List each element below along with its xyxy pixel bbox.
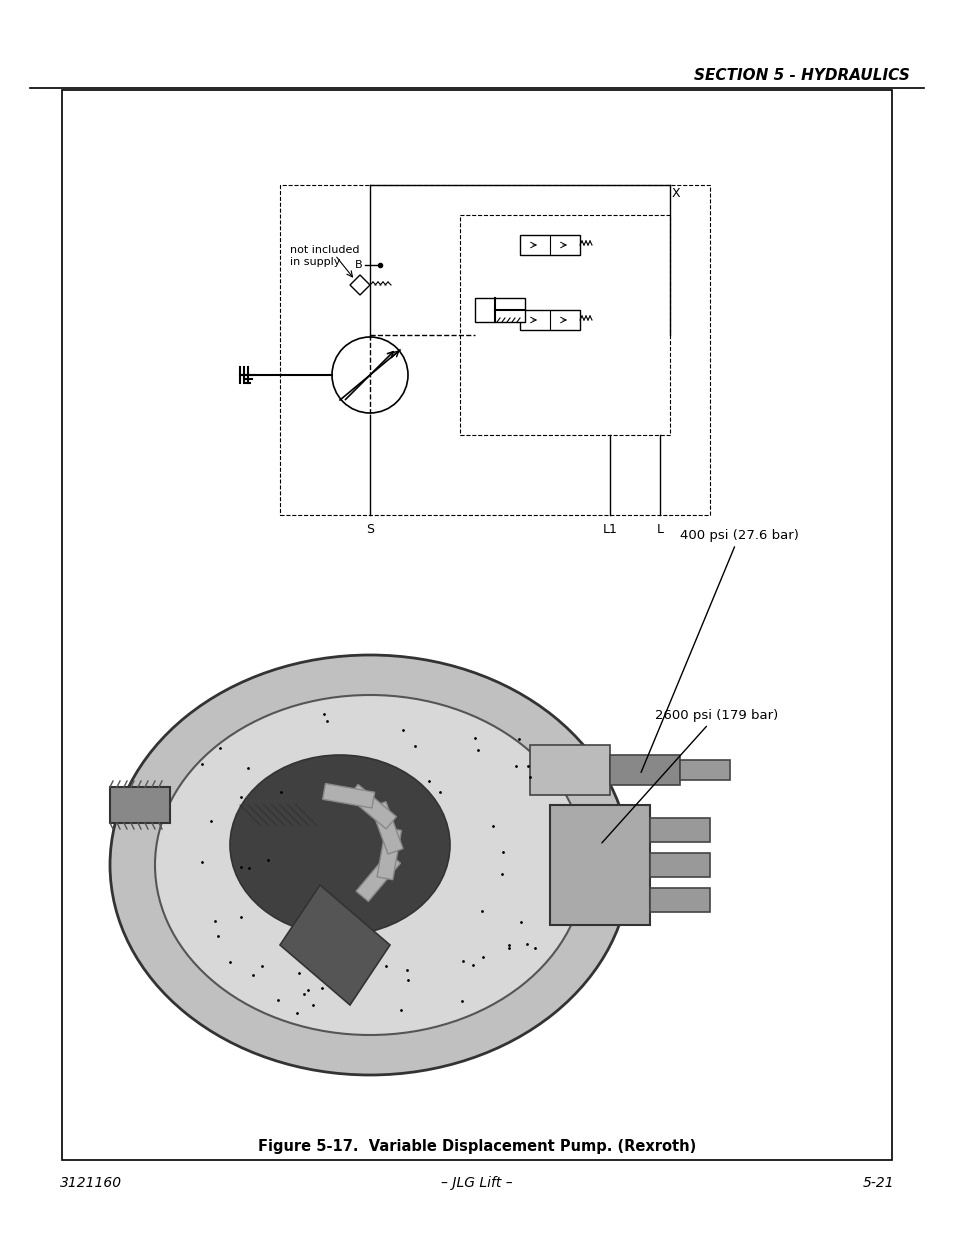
Bar <box>475 298 524 322</box>
Circle shape <box>332 337 408 412</box>
Bar <box>649 818 709 842</box>
Bar <box>609 755 679 785</box>
Bar <box>649 853 709 877</box>
Bar <box>371 802 402 855</box>
Text: 3121160: 3121160 <box>60 1176 122 1191</box>
Text: L: L <box>656 522 662 536</box>
Bar <box>355 853 400 902</box>
Ellipse shape <box>110 655 629 1074</box>
Text: L1: L1 <box>602 522 617 536</box>
Polygon shape <box>280 885 390 1005</box>
Ellipse shape <box>230 755 450 935</box>
Text: Figure 5-17.  Variable Displacement Pump. (Rexroth): Figure 5-17. Variable Displacement Pump.… <box>257 1140 696 1155</box>
Bar <box>280 185 709 515</box>
Text: X: X <box>671 186 679 200</box>
Bar <box>459 215 669 435</box>
Polygon shape <box>350 275 370 295</box>
Text: S: S <box>366 522 374 536</box>
Text: 5-21: 5-21 <box>862 1176 893 1191</box>
Bar <box>322 783 375 808</box>
Bar <box>550 805 649 925</box>
Bar <box>62 90 891 1160</box>
Bar <box>110 787 170 823</box>
Bar <box>530 745 609 795</box>
Text: – JLG Lift –: – JLG Lift – <box>440 1176 513 1191</box>
Ellipse shape <box>154 695 584 1035</box>
Text: 400 psi (27.6 bar): 400 psi (27.6 bar) <box>640 529 798 772</box>
Bar <box>679 760 729 781</box>
Bar <box>348 784 396 829</box>
Bar <box>376 827 401 879</box>
Text: 2600 psi (179 bar): 2600 psi (179 bar) <box>601 709 778 844</box>
Bar <box>519 310 579 330</box>
Text: B: B <box>355 261 363 270</box>
Bar <box>519 235 579 254</box>
Bar <box>649 888 709 911</box>
Text: not included
in supply: not included in supply <box>290 245 359 267</box>
Text: SECTION 5 - HYDRAULICS: SECTION 5 - HYDRAULICS <box>694 68 909 83</box>
